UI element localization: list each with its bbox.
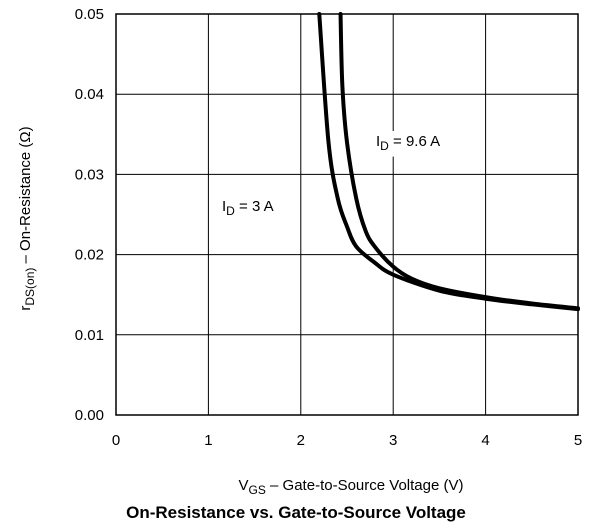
annotation-9-6a-background — [372, 131, 445, 157]
annotation-3a-background — [218, 196, 278, 222]
annotation-id-9-6a: ID = 9.6 A — [376, 133, 440, 153]
x-axis-label: VGS – Gate-to-Source Voltage (V) — [239, 477, 464, 497]
plot-frame — [115, 13, 579, 416]
series-line-id-3a — [317, 12, 580, 312]
y-tick-label: 0.03 — [75, 166, 104, 183]
y-tick-label: 0.05 — [75, 6, 104, 23]
grid — [115, 13, 579, 416]
x-tick-label: 5 — [574, 432, 582, 449]
x-tick-label: 1 — [204, 432, 212, 449]
x-tick-labels: 0 1 2 3 4 5 — [112, 432, 582, 449]
chart-title: On-Resistance vs. Gate-to-Source Voltage — [126, 503, 466, 522]
series-line-id-9-6a — [338, 12, 580, 311]
y-tick-labels: 0.00 0.01 0.02 0.03 0.04 0.05 — [75, 6, 104, 424]
y-tick-label: 0.01 — [75, 327, 104, 344]
curves — [317, 12, 580, 312]
annotation-id-3a: ID = 3 A — [222, 198, 274, 218]
x-tick-label: 3 — [389, 432, 397, 449]
x-tick-label: 2 — [297, 432, 305, 449]
x-tick-label: 4 — [481, 432, 489, 449]
y-axis-label: rDS(on) – On-Resistance (Ω) — [17, 126, 37, 310]
y-tick-label: 0.02 — [75, 247, 104, 264]
y-tick-label: 0.04 — [75, 86, 104, 103]
x-tick-label: 0 — [112, 432, 120, 449]
y-tick-label: 0.00 — [75, 407, 104, 424]
